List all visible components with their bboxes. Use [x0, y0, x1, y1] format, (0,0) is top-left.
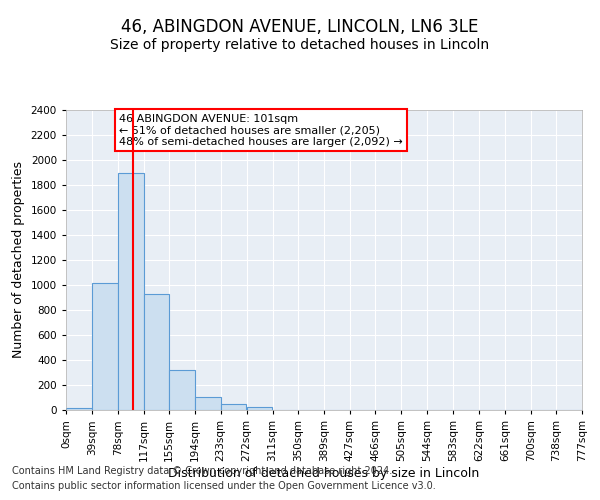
Text: 46 ABINGDON AVENUE: 101sqm
← 51% of detached houses are smaller (2,205)
48% of s: 46 ABINGDON AVENUE: 101sqm ← 51% of deta… [119, 114, 403, 147]
Bar [169, 370, 194, 410]
Bar [92, 282, 118, 410]
Text: Contains HM Land Registry data © Crown copyright and database right 2024.: Contains HM Land Registry data © Crown c… [12, 466, 392, 476]
Bar [118, 172, 143, 410]
Bar [66, 408, 92, 410]
Text: Size of property relative to detached houses in Lincoln: Size of property relative to detached ho… [110, 38, 490, 52]
Bar [247, 407, 272, 410]
Bar [144, 294, 169, 410]
Text: 46, ABINGDON AVENUE, LINCOLN, LN6 3LE: 46, ABINGDON AVENUE, LINCOLN, LN6 3LE [121, 18, 479, 36]
Bar [221, 404, 247, 410]
X-axis label: Distribution of detached houses by size in Lincoln: Distribution of detached houses by size … [169, 466, 479, 479]
Bar [195, 397, 221, 410]
Y-axis label: Number of detached properties: Number of detached properties [12, 162, 25, 358]
Text: Contains public sector information licensed under the Open Government Licence v3: Contains public sector information licen… [12, 481, 436, 491]
